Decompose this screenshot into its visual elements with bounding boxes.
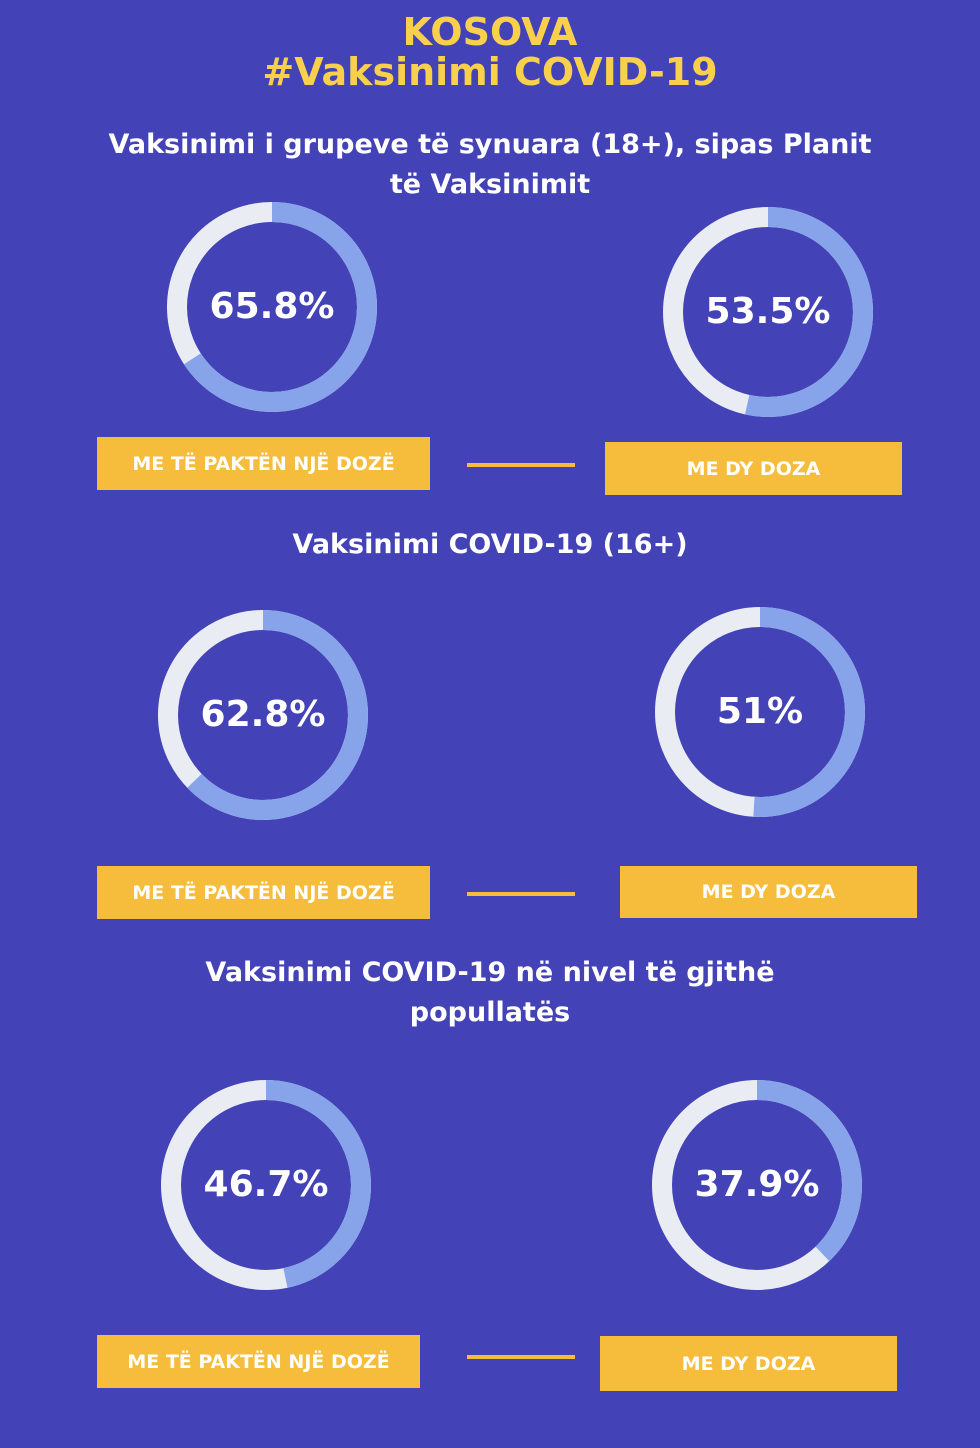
value-label: 51% — [716, 691, 804, 732]
value-label: 62.8% — [200, 694, 326, 735]
ring-value — [167, 202, 377, 412]
category-label: ME TË PAKTËN NJË DOZË — [97, 437, 430, 490]
title: KOSOVA — [402, 10, 578, 54]
value-label: 46.7% — [203, 1164, 329, 1205]
section-heading: Vaksinimi COVID-19 në nivel të gjithë po… — [205, 957, 775, 1028]
value-label: 65.8% — [209, 286, 335, 327]
section-heading: Vaksinimi COVID-19 (16+) — [292, 529, 688, 560]
category-label: ME TË PAKTËN NJË DOZË — [97, 1335, 420, 1388]
ring-value — [663, 207, 873, 417]
ring-value — [161, 1080, 371, 1290]
category-label: ME DY DOZA — [605, 442, 902, 495]
ring-value — [652, 1080, 862, 1290]
ring-value — [655, 607, 865, 817]
category-label: ME DY DOZA — [620, 866, 917, 918]
section-heading: Vaksinimi i grupeve të synuara (18+), si… — [108, 129, 872, 200]
value-label: 37.9% — [694, 1164, 820, 1205]
category-label: ME DY DOZA — [600, 1336, 897, 1391]
ring-value — [158, 610, 368, 820]
value-label: 53.5% — [705, 291, 831, 332]
category-label: ME TË PAKTËN NJË DOZË — [97, 866, 430, 919]
title: #Vaksinimi COVID-19 — [262, 50, 718, 94]
